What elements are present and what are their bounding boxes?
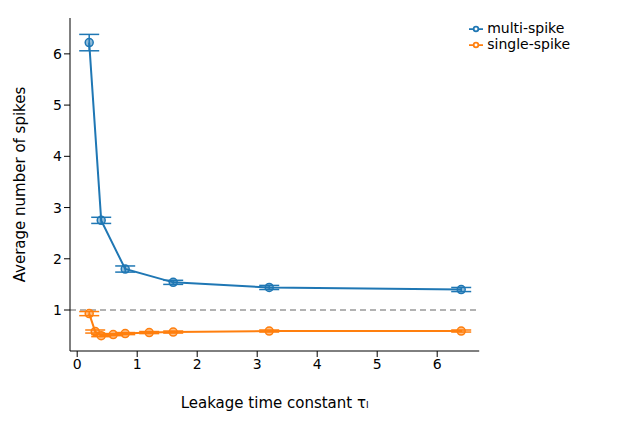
svg-text:5: 5	[373, 356, 382, 372]
svg-text:4: 4	[313, 356, 322, 372]
svg-text:6: 6	[433, 356, 442, 372]
svg-text:1: 1	[133, 356, 142, 372]
svg-text:4: 4	[53, 148, 62, 164]
svg-text:0: 0	[73, 356, 82, 372]
svg-text:Leakage time constant τₗ: Leakage time constant τₗ	[181, 394, 369, 412]
svg-text:2: 2	[193, 356, 202, 372]
svg-text:5: 5	[53, 97, 62, 113]
svg-text:2: 2	[53, 251, 62, 267]
html-text:multi-spike: multi-spike	[487, 20, 565, 36]
svg-text:3: 3	[53, 200, 62, 216]
svg-text:3: 3	[253, 356, 262, 372]
html-text:single-spike: single-spike	[487, 36, 570, 52]
svg-text:6: 6	[53, 46, 62, 62]
svg-text:1: 1	[53, 302, 62, 318]
svg-text:Average number of spikes: Average number of spikes	[11, 87, 29, 283]
